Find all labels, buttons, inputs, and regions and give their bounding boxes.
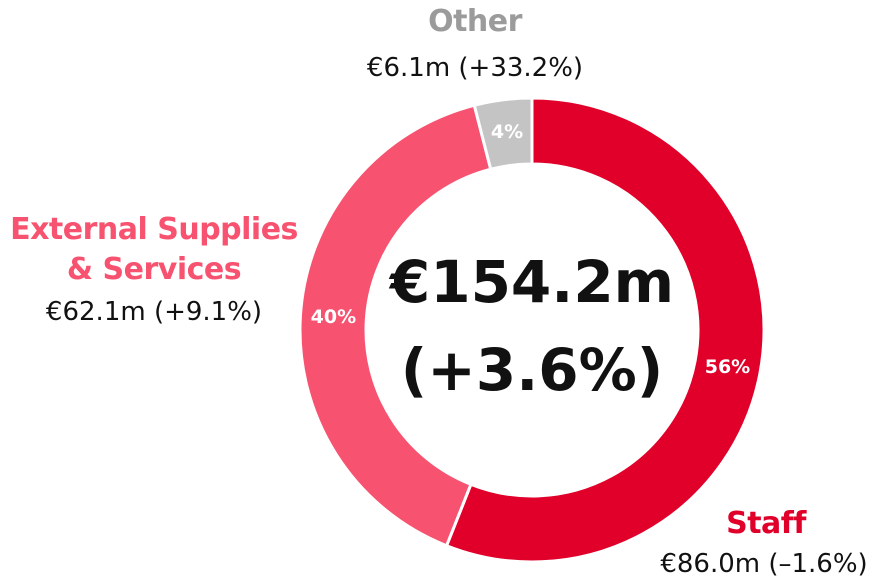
- category-label: Staff: [726, 506, 806, 541]
- center-change: (+3.6%): [401, 336, 663, 404]
- center-total: €154.2m: [388, 248, 674, 316]
- value-label: 56%: [705, 356, 750, 378]
- category-amount: €62.1m (+9.1%): [45, 297, 263, 327]
- category-label: External Supplies & Services: [10, 212, 298, 287]
- donut-slice: [444, 96, 766, 564]
- category-amount: €6.1m (+33.2%): [366, 53, 584, 83]
- category-label: Other: [428, 4, 522, 39]
- donut-slice: [298, 103, 493, 548]
- category-amount: €86.0m (–1.6%): [660, 549, 868, 579]
- value-label: 4%: [491, 121, 523, 143]
- value-label: 40%: [311, 306, 356, 328]
- donut-slice: [472, 96, 534, 172]
